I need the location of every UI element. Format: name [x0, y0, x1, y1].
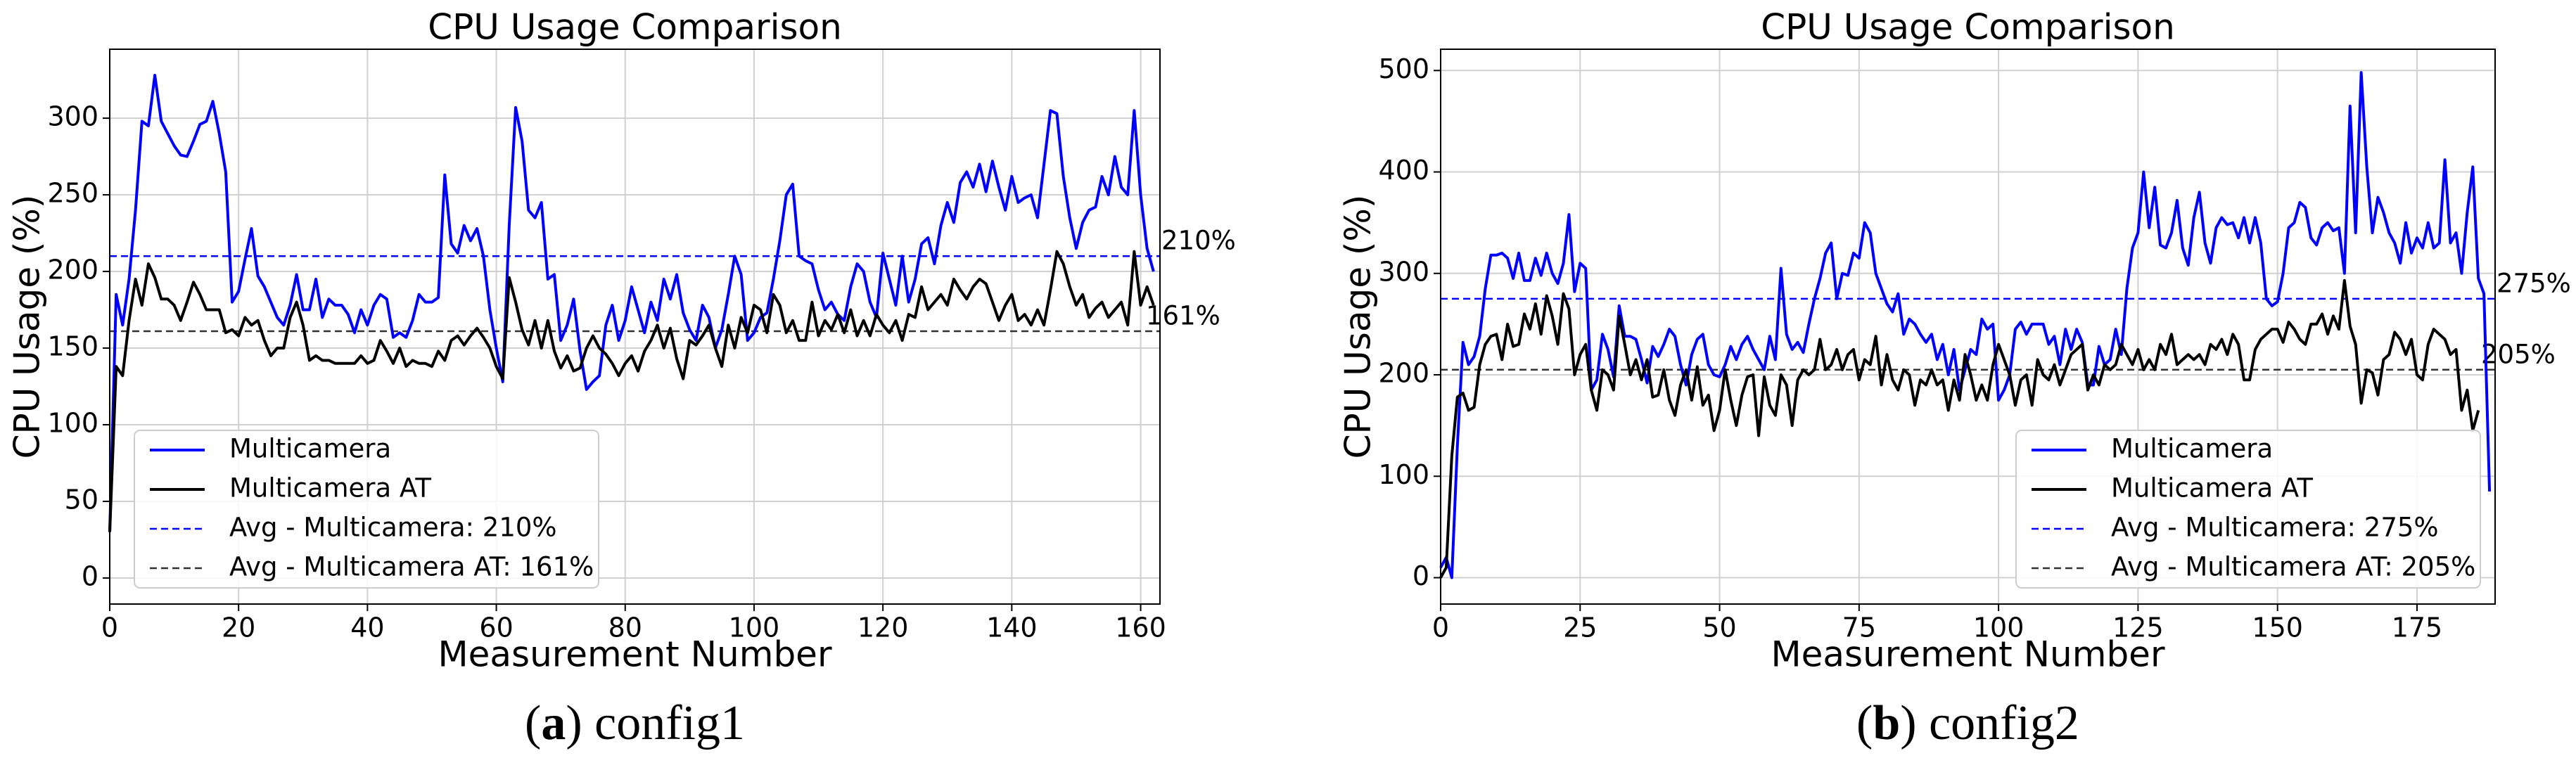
y-tick-label: 0 [82, 560, 98, 591]
y-tick-label: 500 [1378, 53, 1429, 84]
legend-label: Multicamera [2111, 434, 2273, 464]
legend-label: Multicamera [229, 434, 391, 464]
chart: 0 50 100 150 200 250 300 0 20 40 60 80 100 120 140 160 2… [7, 7, 1236, 751]
legend-label: Avg - Multicamera: 275% [2111, 513, 2439, 543]
axes-frame [1440, 49, 2496, 605]
legend-label: Avg - Multicamera AT: 161% [229, 552, 594, 582]
y-tick-label: 200 [1378, 358, 1429, 389]
caption-part: ) config2 [1900, 696, 2079, 750]
x-tick-label: 100 [1973, 612, 2025, 643]
legend-box [2015, 430, 2481, 589]
chart-title: CPU Usage Comparison [1761, 7, 2175, 48]
caption-part: ( [525, 696, 541, 750]
y-tick-label: 150 [47, 331, 98, 362]
y-tick-label: 50 [65, 484, 98, 515]
y-tick-label: 300 [47, 101, 98, 132]
series-line [108, 74, 1155, 532]
x-tick-label: 150 [2252, 612, 2303, 643]
x-tick-label: 140 [986, 612, 1038, 643]
average-label: 275% [2497, 268, 2571, 298]
y-tick-label: 100 [1378, 459, 1429, 490]
y-tick-label: 200 [47, 255, 98, 285]
caption: (a) config1 [525, 696, 745, 750]
x-tick-label: 80 [608, 612, 642, 643]
legend-label: Multicamera AT [2111, 473, 2313, 503]
series-line [108, 250, 1155, 532]
y-tick-label: 300 [1378, 256, 1429, 287]
x-tick-label: 175 [2392, 612, 2443, 643]
x-tick-label: 75 [1842, 612, 1876, 643]
legend-label: Multicamera AT [229, 473, 431, 503]
x-tick-label: 0 [101, 612, 118, 643]
chart-title: CPU Usage Comparison [428, 7, 842, 48]
chart: 0 100 200 300 400 500 0 25 50 75 100 125 150 175 275% 2… [1338, 7, 2571, 751]
y-tick-label: 0 [1413, 560, 1429, 591]
y-tick-label: 250 [47, 178, 98, 209]
average-label: 161% [1146, 301, 1220, 331]
legend-box [134, 430, 599, 589]
caption: (b) config2 [1856, 696, 2079, 750]
caption-part: ( [1856, 696, 1873, 750]
x-tick-label: 25 [1563, 612, 1597, 643]
y-axis-label: CPU Usage (%) [1338, 195, 1379, 459]
caption-part: b [1873, 696, 1900, 750]
x-tick-label: 60 [479, 612, 513, 643]
x-axis-label: Measurement Number [1771, 634, 2164, 675]
series-line [1439, 278, 2480, 579]
x-tick-label: 125 [2112, 612, 2164, 643]
legend-label: Avg - Multicamera: 210% [229, 513, 557, 543]
x-tick-label: 120 [857, 612, 909, 643]
caption-part: a [541, 696, 566, 750]
y-axis-label: CPU Usage (%) [7, 195, 48, 459]
average-label: 205% [2481, 339, 2556, 369]
y-tick-label: 400 [1378, 155, 1429, 186]
legend: Multicamera Multicamera AT Avg - Multicame… [134, 430, 599, 589]
legend: Multicamera Multicamera AT Avg - Multicame… [2015, 430, 2481, 589]
y-tick-label: 100 [47, 407, 98, 438]
x-tick-label: 160 [1115, 612, 1166, 643]
caption-part: ) config1 [566, 696, 745, 750]
x-tick-label: 0 [1432, 612, 1449, 643]
x-tick-label: 20 [222, 612, 255, 643]
x-tick-label: 100 [729, 612, 780, 643]
x-tick-label: 50 [1702, 612, 1736, 643]
axes-frame [109, 49, 1161, 605]
average-label: 210% [1161, 226, 1236, 256]
legend-label: Avg - Multicamera AT: 205% [2111, 552, 2475, 582]
x-axis-label: Measurement Number [438, 634, 831, 675]
x-tick-label: 40 [350, 612, 384, 643]
